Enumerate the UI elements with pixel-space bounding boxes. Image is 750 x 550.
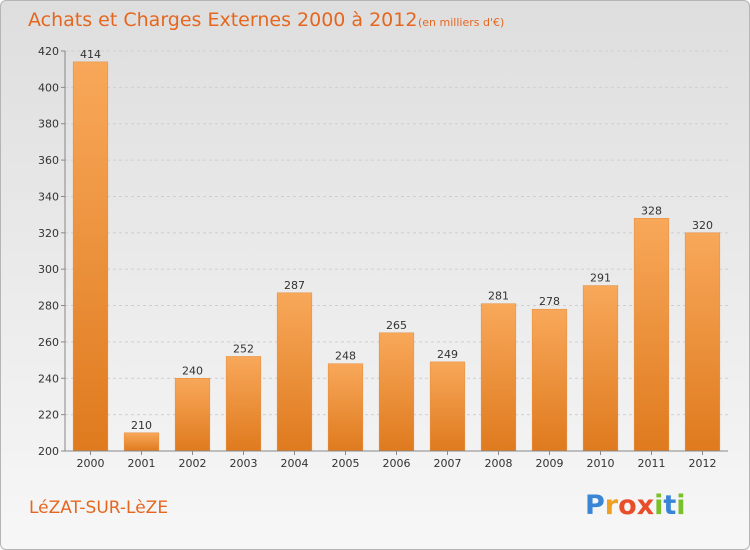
y-tick-label: 220 (38, 409, 59, 422)
data-label: 248 (335, 350, 356, 363)
y-tick-label: 380 (38, 118, 59, 131)
y-tick-label: 340 (38, 190, 59, 203)
logo-letter: r (604, 490, 619, 521)
data-label: 414 (80, 48, 101, 61)
bar (276, 292, 313, 452)
y-tick-label: 300 (38, 263, 59, 276)
y-tick-label: 360 (38, 154, 59, 167)
commune-name: LéZAT-SUR-LèZE (29, 498, 169, 518)
bar (684, 232, 721, 452)
bar (429, 361, 466, 452)
data-labels: 414 210 240 252 287 248 265 249 281 278 291 328 320 (80, 48, 713, 432)
y-tick-label: 200 (38, 445, 59, 458)
x-tick-label: 2003 (230, 457, 258, 470)
logo-letter: t (663, 490, 677, 521)
data-label: 320 (692, 219, 713, 232)
logo-letter: P (585, 490, 605, 521)
data-label: 240 (182, 364, 203, 377)
data-label: 287 (284, 279, 305, 292)
data-label: 210 (131, 419, 152, 432)
x-tick-label: 2005 (332, 457, 360, 470)
y-tick-label: 280 (38, 300, 59, 313)
x-tick-label: 2004 (281, 457, 309, 470)
data-label: 281 (488, 290, 509, 303)
y-tick-label: 400 (38, 81, 59, 94)
bar (123, 432, 160, 452)
x-tick-label: 2010 (587, 457, 615, 470)
data-label: 252 (233, 342, 254, 355)
y-tick-label: 320 (38, 227, 59, 240)
logo-letter: i (676, 490, 686, 521)
y-tick-label: 420 (38, 45, 59, 58)
axes: 200 220 240 260 280 300 320 340 360 380 400 420 2000… (38, 45, 728, 470)
logo-letter: x (636, 490, 655, 521)
x-tick-label: 2008 (485, 457, 513, 470)
x-tick-label: 2011 (638, 457, 666, 470)
x-tick-label: 2006 (383, 457, 411, 470)
bar (174, 378, 211, 452)
logo-letter: i (654, 490, 664, 521)
proxiti-logo: Proxiti (585, 490, 686, 521)
x-tick-label: 2000 (77, 457, 105, 470)
data-label: 291 (590, 272, 611, 285)
chart-subtitle: (en milliers d'€) (418, 16, 505, 29)
bar (225, 356, 262, 452)
logo-letter: o (618, 490, 637, 521)
bar (633, 218, 670, 452)
bar (327, 363, 364, 452)
data-label: 249 (437, 348, 458, 361)
x-tick-label: 2012 (689, 457, 717, 470)
chart-title: Achats et Charges Externes 2000 à 2012 (28, 9, 418, 31)
y-tick-label: 260 (38, 336, 59, 349)
bars (72, 61, 721, 452)
x-tick-label: 2007 (434, 457, 462, 470)
bar (72, 61, 109, 452)
bar (378, 332, 415, 452)
y-tick-label: 240 (38, 372, 59, 385)
x-tick-label: 2009 (536, 457, 564, 470)
data-label: 278 (539, 295, 560, 308)
bar (582, 285, 619, 452)
x-tick-label: 2001 (128, 457, 156, 470)
bar (531, 308, 568, 452)
data-label: 265 (386, 319, 407, 332)
bar (480, 303, 517, 452)
x-tick-label: 2002 (179, 457, 207, 470)
data-label: 328 (641, 204, 662, 217)
